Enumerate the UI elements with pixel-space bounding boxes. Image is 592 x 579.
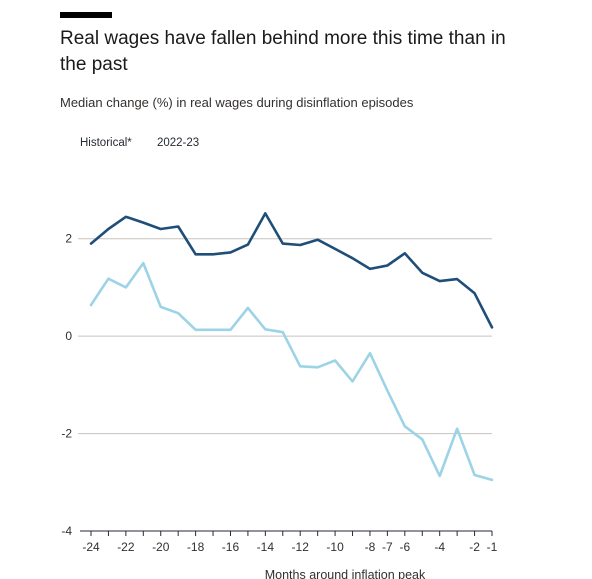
x-tick-label: -1 xyxy=(487,540,498,554)
x-tick-label: -7 xyxy=(382,540,393,554)
legend-item-historical: Historical* xyxy=(80,137,132,149)
y-tick-label: -2 xyxy=(61,427,72,441)
legend-item-2022-23: 2022-23 xyxy=(156,137,200,149)
x-tick-label: -14 xyxy=(257,540,275,554)
x-tick-label: -24 xyxy=(82,540,100,554)
x-axis-title: Months around inflation peak xyxy=(265,568,426,579)
chart-subtitle: Median change (%) in real wages during d… xyxy=(60,95,414,110)
series-line-2022-23 xyxy=(89,261,494,482)
x-tick-label: -8 xyxy=(365,540,376,554)
series-line-historical xyxy=(89,212,494,329)
chart-legend: Historical* 2022-23 xyxy=(80,137,221,149)
y-tick-label: 2 xyxy=(65,232,72,246)
y-tick-label: -4 xyxy=(61,524,72,538)
x-tick-label: -2 xyxy=(469,540,480,554)
x-tick-label: -18 xyxy=(187,540,205,554)
x-tick-label: -16 xyxy=(222,540,240,554)
chart-title: Real wages have fallen behind more this … xyxy=(60,28,506,75)
x-tick-label: -6 xyxy=(399,540,410,554)
x-tick-label: -4 xyxy=(434,540,445,554)
x-tick-label: -20 xyxy=(152,540,170,554)
x-tick-label: -10 xyxy=(326,540,344,554)
x-tick-label: -12 xyxy=(292,540,310,554)
title-accent-bar xyxy=(60,12,112,18)
y-tick-label: 0 xyxy=(65,329,72,343)
x-tick-label: -22 xyxy=(117,540,135,554)
